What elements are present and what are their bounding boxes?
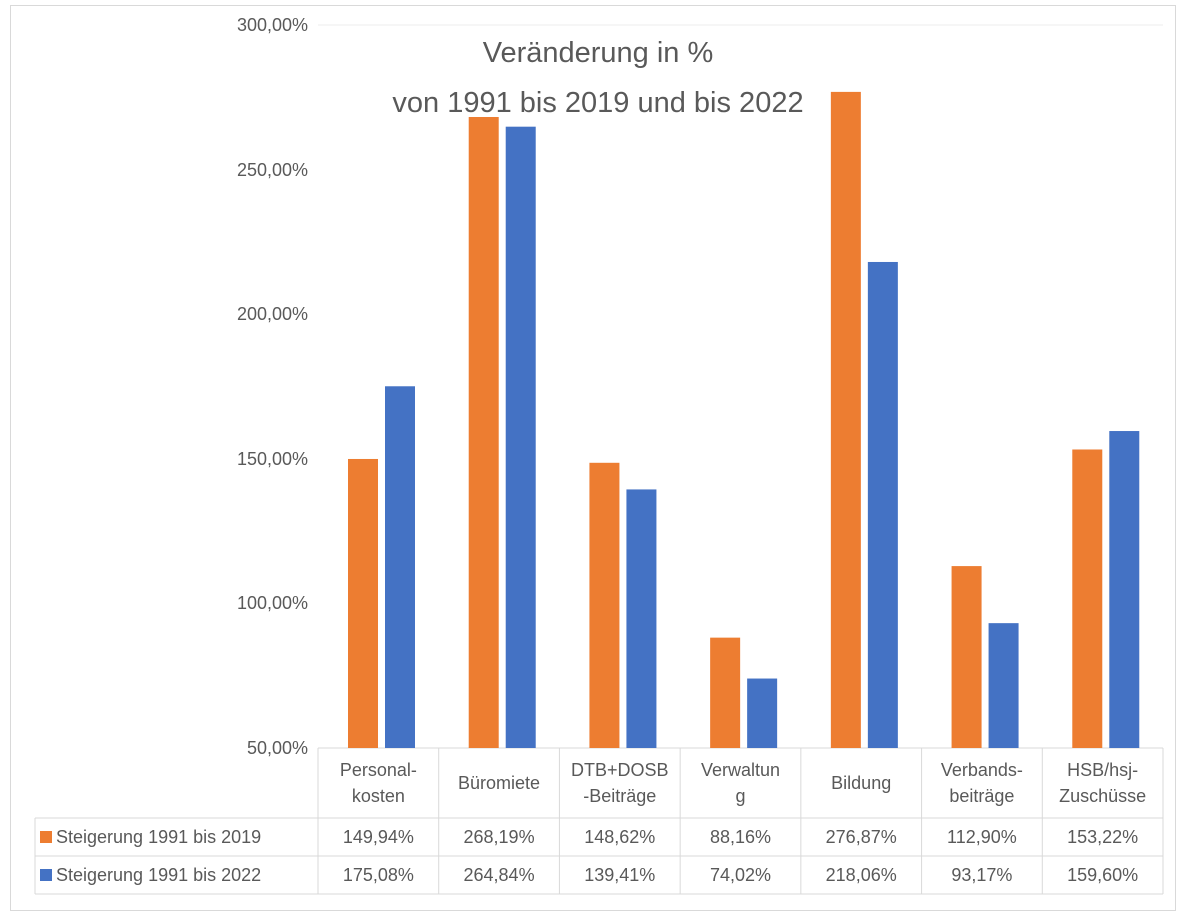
legend-swatch bbox=[40, 831, 52, 843]
y-tick-label: 250,00% bbox=[236, 159, 308, 180]
bar bbox=[348, 458, 378, 748]
legend-label: Steigerung 1991 bis 2019 bbox=[56, 827, 262, 847]
y-tick-label: 50,00% bbox=[246, 738, 308, 758]
bar bbox=[1109, 431, 1140, 748]
x-tick-label: Bildung bbox=[831, 773, 892, 793]
data-label: 74,02% bbox=[709, 865, 772, 885]
y-tick-label: 100,00% bbox=[236, 593, 308, 614]
y-tick-label: 300,00% bbox=[236, 15, 308, 35]
bar bbox=[468, 116, 499, 749]
data-label: 159,60% bbox=[1067, 865, 1139, 885]
x-tick-label: DTB+DOSB -Beiträge bbox=[571, 760, 669, 806]
data-label: 139,41% bbox=[584, 865, 656, 885]
x-tick-label: Verbands- beiträge bbox=[940, 760, 1023, 806]
bar bbox=[1072, 449, 1103, 748]
bar bbox=[626, 489, 657, 748]
data-label: 218,06% bbox=[825, 865, 897, 885]
data-label: 149,94% bbox=[342, 827, 414, 847]
data-label: 276,87% bbox=[825, 827, 897, 847]
x-tick-label: Büromiete bbox=[458, 773, 541, 793]
data-label: 112,90% bbox=[947, 827, 1017, 847]
bar bbox=[710, 637, 741, 748]
data-label: 264,84% bbox=[463, 865, 535, 885]
bar bbox=[747, 678, 778, 748]
data-label: 93,17% bbox=[951, 865, 1013, 885]
bar bbox=[830, 91, 861, 748]
bar bbox=[951, 566, 982, 748]
data-label: 268,19% bbox=[463, 827, 535, 847]
bar bbox=[385, 386, 415, 748]
bar bbox=[589, 462, 620, 748]
data-label: 153,22% bbox=[1067, 827, 1139, 847]
bar bbox=[988, 623, 1019, 748]
data-label: 175,08% bbox=[342, 865, 414, 885]
x-tick-label: HSB/hsj- Zuschüsse bbox=[1059, 760, 1147, 806]
bar bbox=[867, 261, 898, 748]
chart-title: Veränderung in % von 1991 bis 2019 und b… bbox=[392, 37, 804, 119]
bar bbox=[505, 126, 536, 748]
y-tick-label: 150,00% bbox=[236, 448, 308, 469]
data-label: 148,62% bbox=[584, 827, 656, 847]
data-label: 88,16% bbox=[709, 827, 772, 847]
legend-swatch bbox=[40, 869, 52, 881]
x-tick-label: Personal- kosten bbox=[339, 760, 417, 806]
chart-border bbox=[10, 5, 1176, 911]
legend-label: Steigerung 1991 bis 2022 bbox=[56, 865, 262, 885]
x-tick-label: Verwaltun g bbox=[700, 760, 781, 806]
y-tick-label: 200,00% bbox=[236, 304, 308, 325]
